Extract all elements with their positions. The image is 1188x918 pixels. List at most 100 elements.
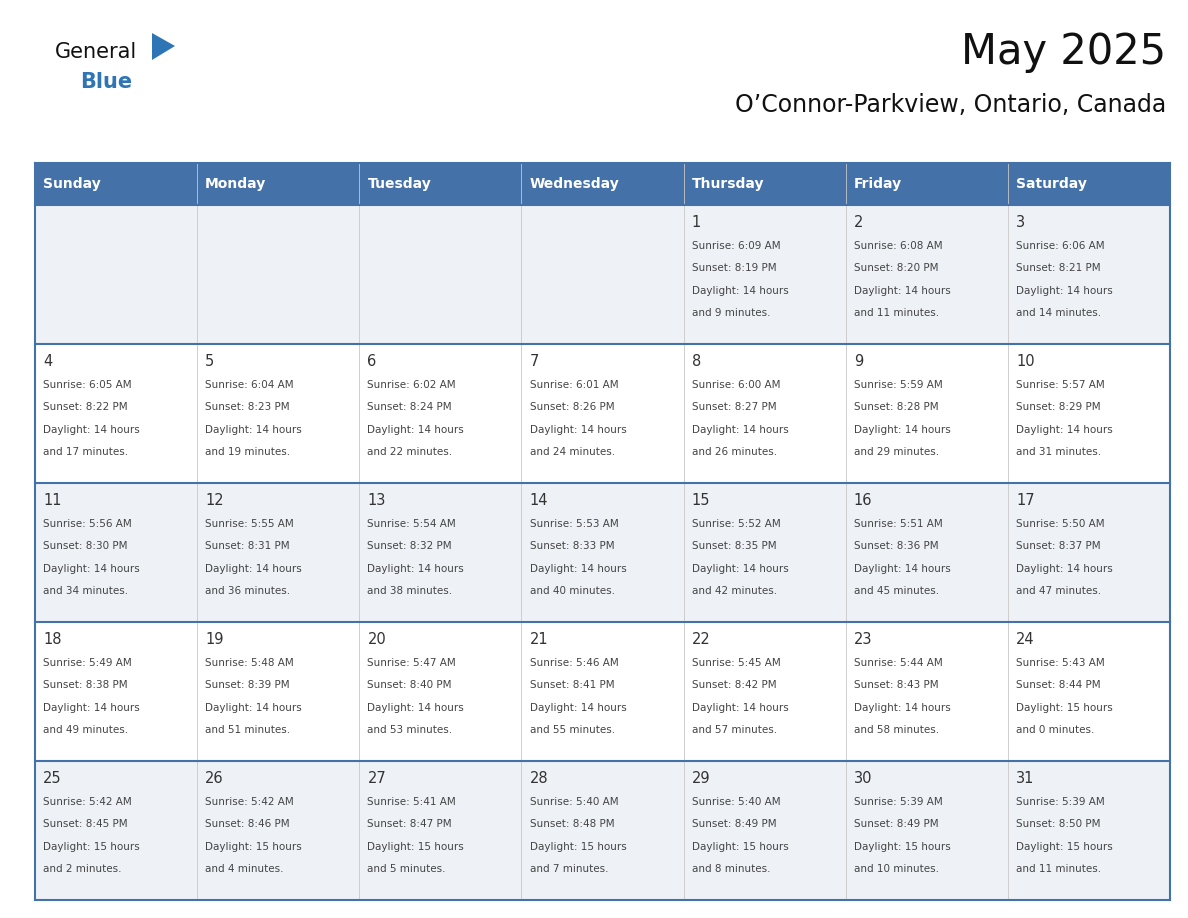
Text: Daylight: 14 hours: Daylight: 14 hours [691, 425, 789, 434]
Text: and 22 minutes.: and 22 minutes. [367, 447, 453, 457]
Text: and 14 minutes.: and 14 minutes. [1016, 308, 1101, 318]
Text: Sunset: 8:24 PM: Sunset: 8:24 PM [367, 402, 451, 412]
Text: Sunset: 8:45 PM: Sunset: 8:45 PM [43, 820, 128, 829]
Bar [522, 344, 683, 483]
Text: 14: 14 [530, 493, 548, 508]
Text: 7: 7 [530, 353, 539, 369]
Bar [359, 622, 522, 761]
Text: and 45 minutes.: and 45 minutes. [854, 586, 939, 596]
Text: and 9 minutes.: and 9 minutes. [691, 308, 770, 318]
Text: Sunrise: 5:47 AM: Sunrise: 5:47 AM [367, 658, 456, 668]
Text: Sunset: 8:30 PM: Sunset: 8:30 PM [43, 542, 127, 552]
Bar [522, 163, 683, 205]
Text: 18: 18 [43, 632, 62, 646]
Text: Sunrise: 5:40 AM: Sunrise: 5:40 AM [691, 797, 781, 807]
Text: 31: 31 [1016, 771, 1035, 786]
Text: Daylight: 14 hours: Daylight: 14 hours [854, 702, 950, 712]
Bar [359, 205, 522, 344]
Text: Daylight: 15 hours: Daylight: 15 hours [206, 842, 302, 852]
Text: Monday: Monday [206, 177, 266, 191]
Bar [34, 344, 197, 483]
Text: Daylight: 14 hours: Daylight: 14 hours [43, 702, 140, 712]
Bar [359, 163, 522, 205]
Bar [683, 344, 846, 483]
Text: and 8 minutes.: and 8 minutes. [691, 864, 770, 874]
Text: and 11 minutes.: and 11 minutes. [854, 308, 939, 318]
Text: and 36 minutes.: and 36 minutes. [206, 586, 290, 596]
Text: 9: 9 [854, 353, 862, 369]
Text: Daylight: 14 hours: Daylight: 14 hours [854, 285, 950, 296]
Text: 1: 1 [691, 215, 701, 230]
Text: Sunrise: 5:51 AM: Sunrise: 5:51 AM [854, 520, 942, 529]
Text: 19: 19 [206, 632, 223, 646]
Text: Daylight: 14 hours: Daylight: 14 hours [367, 564, 465, 574]
Text: and 58 minutes.: and 58 minutes. [854, 725, 939, 735]
Text: 25: 25 [43, 771, 62, 786]
Bar [34, 205, 197, 344]
Text: Sunset: 8:43 PM: Sunset: 8:43 PM [854, 680, 939, 690]
Bar [522, 483, 683, 622]
Text: Wednesday: Wednesday [530, 177, 619, 191]
Text: Blue: Blue [80, 72, 132, 92]
Text: 6: 6 [367, 353, 377, 369]
Bar [197, 761, 359, 900]
Text: 10: 10 [1016, 353, 1035, 369]
Text: Sunset: 8:42 PM: Sunset: 8:42 PM [691, 680, 776, 690]
Text: Daylight: 14 hours: Daylight: 14 hours [854, 425, 950, 434]
Text: Sunset: 8:46 PM: Sunset: 8:46 PM [206, 820, 290, 829]
Text: 11: 11 [43, 493, 62, 508]
Text: Sunrise: 5:54 AM: Sunrise: 5:54 AM [367, 520, 456, 529]
Text: Daylight: 14 hours: Daylight: 14 hours [530, 425, 626, 434]
Bar [683, 483, 846, 622]
Text: 26: 26 [206, 771, 223, 786]
Text: Sunrise: 5:48 AM: Sunrise: 5:48 AM [206, 658, 293, 668]
Text: Sunrise: 5:52 AM: Sunrise: 5:52 AM [691, 520, 781, 529]
Text: and 31 minutes.: and 31 minutes. [1016, 447, 1101, 457]
Text: and 49 minutes.: and 49 minutes. [43, 725, 128, 735]
Text: and 7 minutes.: and 7 minutes. [530, 864, 608, 874]
Text: Daylight: 14 hours: Daylight: 14 hours [206, 564, 302, 574]
Bar [34, 483, 197, 622]
Bar [846, 205, 1007, 344]
Bar [197, 483, 359, 622]
Text: and 26 minutes.: and 26 minutes. [691, 447, 777, 457]
Text: Sunrise: 5:44 AM: Sunrise: 5:44 AM [854, 658, 942, 668]
Text: and 55 minutes.: and 55 minutes. [530, 725, 614, 735]
Text: and 2 minutes.: and 2 minutes. [43, 864, 121, 874]
Text: and 17 minutes.: and 17 minutes. [43, 447, 128, 457]
Text: and 34 minutes.: and 34 minutes. [43, 586, 128, 596]
Text: Sunrise: 5:57 AM: Sunrise: 5:57 AM [1016, 380, 1105, 390]
Bar [34, 622, 197, 761]
Text: Sunset: 8:39 PM: Sunset: 8:39 PM [206, 680, 290, 690]
Text: Sunset: 8:31 PM: Sunset: 8:31 PM [206, 542, 290, 552]
Text: 16: 16 [854, 493, 872, 508]
Text: Sunset: 8:35 PM: Sunset: 8:35 PM [691, 542, 776, 552]
Text: Daylight: 14 hours: Daylight: 14 hours [206, 702, 302, 712]
Bar [846, 761, 1007, 900]
Bar [197, 344, 359, 483]
Bar [846, 622, 1007, 761]
Text: 28: 28 [530, 771, 548, 786]
Text: Daylight: 14 hours: Daylight: 14 hours [530, 702, 626, 712]
Text: Sunrise: 5:53 AM: Sunrise: 5:53 AM [530, 520, 618, 529]
Text: Sunset: 8:23 PM: Sunset: 8:23 PM [206, 402, 290, 412]
Text: 24: 24 [1016, 632, 1035, 646]
Text: 4: 4 [43, 353, 52, 369]
Text: Sunrise: 6:02 AM: Sunrise: 6:02 AM [367, 380, 456, 390]
Text: Sunset: 8:49 PM: Sunset: 8:49 PM [691, 820, 776, 829]
Text: 17: 17 [1016, 493, 1035, 508]
Text: 3: 3 [1016, 215, 1025, 230]
Text: Sunset: 8:21 PM: Sunset: 8:21 PM [1016, 263, 1100, 274]
Text: Sunrise: 6:04 AM: Sunrise: 6:04 AM [206, 380, 293, 390]
Text: Sunrise: 5:42 AM: Sunrise: 5:42 AM [43, 797, 132, 807]
Bar [34, 163, 197, 205]
Text: Sunrise: 5:55 AM: Sunrise: 5:55 AM [206, 520, 293, 529]
Text: Daylight: 14 hours: Daylight: 14 hours [530, 564, 626, 574]
Text: and 19 minutes.: and 19 minutes. [206, 447, 290, 457]
Text: Sunset: 8:20 PM: Sunset: 8:20 PM [854, 263, 939, 274]
Text: and 38 minutes.: and 38 minutes. [367, 586, 453, 596]
Text: Sunset: 8:33 PM: Sunset: 8:33 PM [530, 542, 614, 552]
Text: Daylight: 14 hours: Daylight: 14 hours [1016, 564, 1113, 574]
Text: Sunrise: 5:49 AM: Sunrise: 5:49 AM [43, 658, 132, 668]
Text: and 57 minutes.: and 57 minutes. [691, 725, 777, 735]
